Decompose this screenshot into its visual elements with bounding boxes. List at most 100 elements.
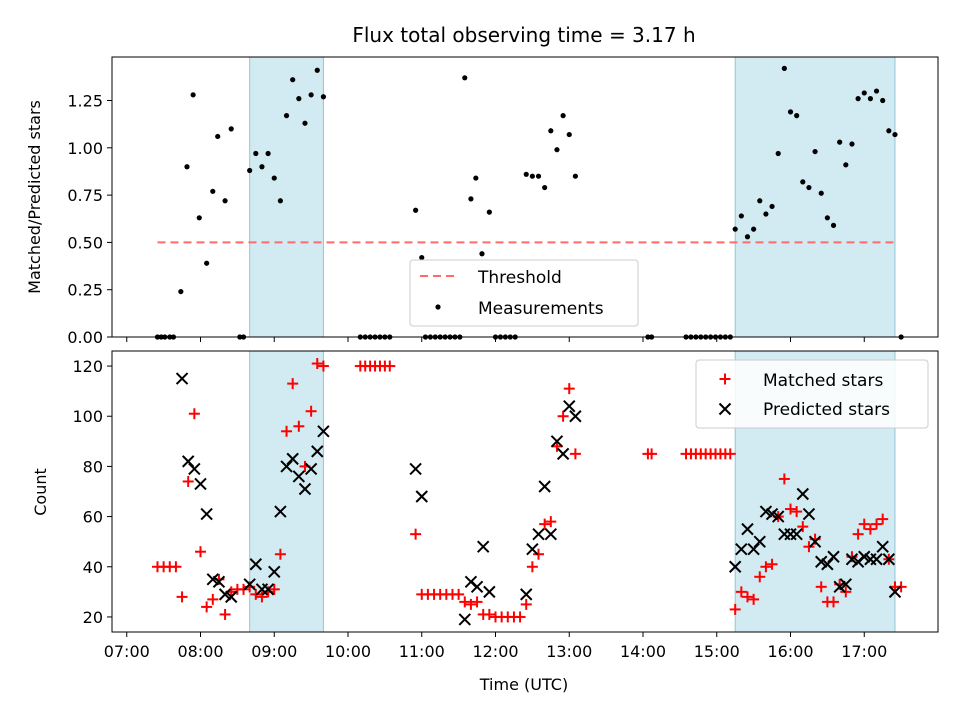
matched-star-point: [646, 448, 658, 460]
x-tick-label: 13:00: [546, 642, 592, 661]
legend-measurements-swatch: [435, 304, 441, 310]
matched-star-point: [410, 528, 422, 540]
y-tick-label: 40: [83, 558, 103, 577]
matched-star-point: [754, 571, 766, 583]
counts-legend: Matched stars Predicted stars: [695, 359, 929, 429]
measurement-point: [806, 184, 812, 191]
x-marker-b: [556, 447, 570, 461]
measurement-point: [290, 77, 296, 83]
x-marker-b: [188, 462, 201, 476]
measurement-point: [873, 88, 880, 94]
x-marker-b: [286, 452, 299, 466]
x-marker-b: [815, 555, 828, 568]
predicted-star-point: [563, 399, 576, 413]
measurement-point: [892, 131, 898, 138]
measurement-point: [308, 92, 314, 98]
x-tick-label: 09:00: [251, 642, 297, 661]
predicted-star-point: [317, 425, 330, 438]
predicted-star-point: [200, 507, 213, 521]
measurement-point: [554, 147, 560, 153]
x-marker-b: [200, 507, 213, 521]
ratio-legend: Threshold Measurements: [409, 259, 639, 327]
measurement-point: [204, 260, 210, 266]
measurement-point: [479, 251, 485, 257]
y-tick-label: 80: [83, 457, 103, 476]
predicted-star-point: [550, 435, 564, 448]
matched-star-point: [741, 591, 753, 603]
matched-star-point: [311, 358, 323, 370]
x-tick-label: 10:00: [325, 642, 371, 661]
predicted-star-point: [304, 462, 318, 476]
legend-matched-label: Matched stars: [763, 371, 883, 391]
matched-star-point: [256, 591, 268, 603]
matched-star-point: [877, 513, 889, 525]
matched-star-point: [569, 448, 581, 460]
x-marker-b: [311, 445, 324, 458]
matched-star-point: [317, 360, 329, 372]
x-marker-b: [718, 402, 732, 416]
x-marker-b: [317, 425, 330, 438]
matched-star-point: [545, 516, 557, 528]
legend-predicted-label: Predicted stars: [763, 400, 890, 420]
matched-star-point: [281, 425, 293, 437]
matched-star-point: [533, 548, 545, 560]
measurement-point: [800, 179, 806, 185]
counts-markers: [151, 358, 907, 626]
measurement-point: [296, 96, 302, 102]
measurement-point: [228, 126, 234, 132]
y-tick-label: 1.25: [67, 92, 103, 111]
matched-star-point: [864, 523, 876, 535]
predicted-star-point: [544, 527, 558, 541]
measurement-point: [861, 90, 867, 96]
measurement-point: [419, 254, 425, 261]
predicted-star-point: [298, 482, 312, 496]
measurement-point: [560, 113, 566, 119]
matched-star-point: [176, 591, 188, 603]
predicted-star-point: [772, 510, 785, 523]
x-marker-b: [268, 565, 281, 578]
measurement-point: [314, 67, 320, 73]
x-tick-label: 15:00: [694, 642, 740, 661]
matched-star-point: [453, 588, 465, 600]
x-marker-b: [274, 505, 287, 518]
predicted-star-point: [526, 542, 539, 556]
measurement-point: [837, 139, 843, 145]
y-tick-label: 0.00: [67, 328, 103, 347]
measurement-point: [178, 288, 184, 295]
matched-star-point: [828, 596, 840, 608]
x-marker-b: [728, 560, 742, 573]
highlight-band: [734, 56, 896, 338]
x-marker-b: [550, 435, 564, 448]
predicted-star-point: [827, 550, 840, 563]
measurement-point: [855, 96, 861, 102]
predicted-star-point: [188, 462, 201, 476]
matched-star-point: [170, 561, 182, 573]
x-marker-b: [845, 553, 859, 566]
legend-threshold-label: Threshold: [477, 268, 562, 288]
matched-star-point: [748, 593, 760, 605]
ratio-legend-box: [409, 259, 639, 327]
predicted-star-point: [876, 540, 889, 553]
matched-star-point: [268, 583, 280, 595]
x-marker-b: [458, 613, 471, 626]
matched-star-point: [274, 548, 286, 560]
predicted-star-point: [225, 590, 238, 604]
measurement-point: [812, 148, 818, 155]
predicted-star-point: [741, 522, 754, 536]
x-marker-b: [243, 578, 256, 591]
predicted-star-point: [870, 553, 883, 566]
measurement-point: [775, 150, 781, 157]
measurement-point: [265, 150, 271, 157]
predicted-star-point: [753, 535, 766, 548]
x-marker-b: [827, 550, 840, 563]
predicted-star-point: [735, 542, 748, 556]
measurement-point: [843, 162, 849, 168]
predicted-star-point: [311, 445, 324, 458]
measurement-point: [486, 209, 492, 215]
y-tick-label: 20: [83, 608, 103, 627]
predicted-star-point: [569, 410, 582, 423]
x-tick-label: 07:00: [104, 642, 150, 661]
x-marker-b: [759, 505, 773, 518]
x-marker-b: [808, 535, 822, 548]
matched-star-point: [815, 581, 827, 593]
